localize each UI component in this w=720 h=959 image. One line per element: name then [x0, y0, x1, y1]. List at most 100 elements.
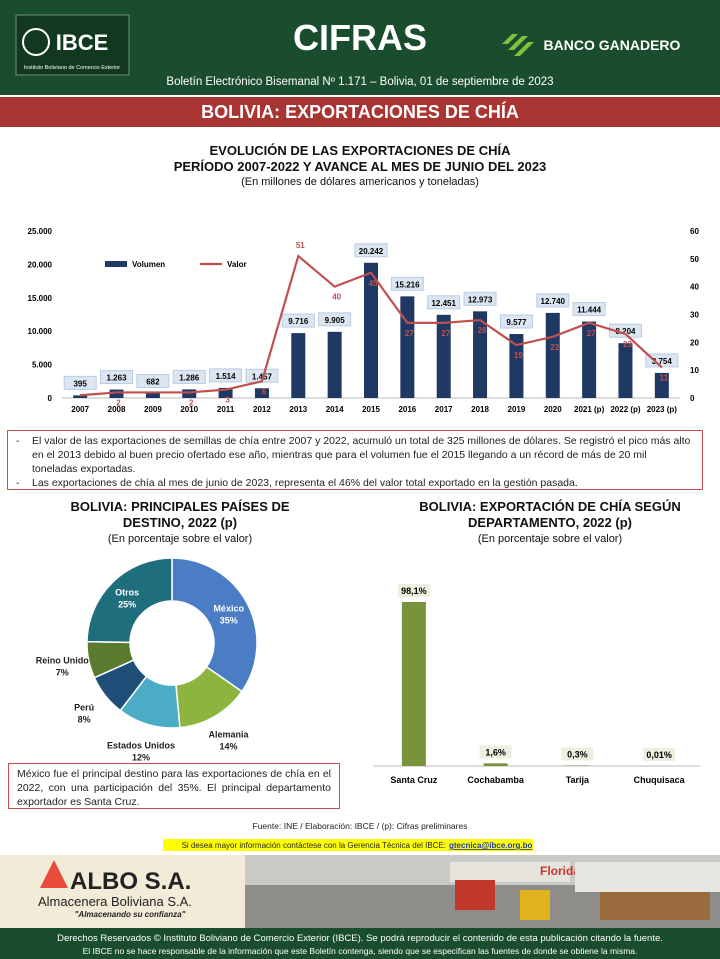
ad-truck	[575, 862, 720, 892]
summary-box: México fue el principal destino para las…	[8, 763, 340, 809]
line-label: 27	[405, 329, 414, 338]
x-tick-label: Chuquisaca	[634, 775, 686, 785]
bar-label: 1.263	[107, 374, 128, 383]
bar	[400, 296, 415, 398]
bar-label: 9.577	[506, 318, 527, 327]
x-tick-label: 2009	[144, 405, 162, 414]
bar	[364, 262, 378, 398]
slice-value: 12%	[132, 753, 150, 763]
bar-label: 0,01%	[646, 750, 672, 760]
line-label: 6	[262, 387, 267, 396]
slice-label: México	[213, 603, 244, 613]
line-label: 45	[369, 279, 378, 288]
contact-email[interactable]: gtecnica@ibce.org.bo	[449, 841, 532, 850]
x-tick-label: 2008	[108, 405, 126, 414]
footer-line: Derechos Reservados © Instituto Bolivian…	[57, 933, 663, 944]
slice	[171, 557, 258, 693]
destination-chart: México 35% Alemania 14% Estados Unidos 12% Per…	[36, 557, 258, 763]
contact-text: Si desea mayor información contáctese co…	[182, 841, 446, 850]
bar-label: 98,1%	[401, 586, 427, 596]
slice-label: Otros	[115, 587, 139, 597]
chart-title-line: PERÍODO 2007-2022 Y AVANCE AL MES DE JUN…	[173, 159, 547, 174]
bar-label-bg	[561, 747, 594, 761]
logo-globe	[22, 28, 50, 56]
bar-label: 3.754	[652, 357, 673, 366]
chart-title-line: EVOLUCIÓN DE LAS EXPORTACIONES DE CHÍA	[209, 143, 511, 158]
bar	[145, 393, 160, 398]
legend-swatch	[105, 261, 127, 267]
bar	[654, 372, 669, 398]
y2-tick-label: 30	[690, 311, 699, 320]
contact-bg	[163, 839, 533, 851]
note: - Las exportaciones de chía al mes de jun…	[16, 477, 578, 489]
ad-brand: ALBO S.A.	[70, 868, 191, 895]
line-label: 11	[660, 373, 669, 382]
line-label: 40	[332, 293, 341, 302]
slice-value: 8%	[78, 714, 91, 724]
bar	[73, 395, 88, 398]
line-label: 2	[116, 398, 121, 407]
logo-text: IBCE	[56, 30, 109, 55]
slice-value: 35%	[220, 615, 238, 625]
x-tick-label: 2020	[544, 405, 562, 414]
bar-label: 15.216	[395, 280, 420, 289]
header-title: CIFRAS	[293, 17, 427, 58]
logo-caption: Instituto Boliviano de Comercio Exterior	[24, 65, 120, 71]
chart-subtitle: (En porcentaje sobre el valor)	[477, 533, 623, 545]
x-tick-label: 2007	[71, 405, 89, 414]
y-tick-label: 10.000	[28, 327, 53, 336]
note-text: El valor de las exportaciones de semilla…	[32, 435, 691, 475]
bar-label: 1,6%	[485, 747, 506, 757]
line-label: 28	[478, 326, 487, 335]
ad-building	[450, 862, 570, 882]
slice	[86, 557, 173, 644]
bar-label: 9.716	[288, 317, 309, 326]
slice-value: 7%	[56, 667, 69, 677]
chart-title: EVOLUCIÓN DE LAS EXPORTACIONES DE CHÍA P…	[100, 143, 620, 175]
y2-tick-label: 40	[690, 283, 699, 292]
bar-label-bg	[427, 295, 461, 310]
y2-tick-label: 20	[690, 338, 699, 347]
bar-label-bg	[63, 375, 97, 390]
ad-slogan: "Almacenando su confianza"	[75, 910, 186, 919]
y2-tick-label: 0	[690, 394, 695, 403]
x-tick-label: 2016	[398, 405, 416, 414]
bar	[483, 763, 508, 766]
bar-label-bg	[397, 584, 430, 597]
x-tick-label: 2022 (p)	[610, 405, 641, 414]
bar	[509, 334, 524, 398]
bar-label: 1.514	[216, 372, 237, 381]
bar	[254, 388, 269, 398]
sponsor-icon	[502, 34, 534, 56]
bar-label-bg	[209, 368, 243, 383]
y2-tick-label: 60	[690, 227, 699, 236]
line-label: 22	[550, 343, 559, 352]
bar-label: 0,3%	[567, 749, 588, 759]
bar-label-bg	[390, 276, 424, 291]
y2-tick-label: 50	[690, 255, 699, 264]
note: - El valor de las exportaciones de semill…	[16, 434, 694, 476]
x-tick-label: Santa Cruz	[390, 775, 438, 785]
bar-label-bg	[100, 370, 134, 385]
bar-label-bg	[318, 312, 352, 327]
x-tick-label: 2013	[289, 405, 307, 414]
bar-label: 20.242	[359, 247, 384, 256]
chart-subtitle: (En millones de dólares americanos y ton…	[241, 176, 479, 188]
slice-label: Estados Unidos	[107, 741, 175, 751]
bar-label: 12.451	[431, 299, 456, 308]
x-tick-label: 2017	[435, 405, 453, 414]
line	[80, 254, 663, 397]
line-label: 23	[623, 340, 632, 349]
x-tick-label: 2015	[362, 405, 380, 414]
y-tick-label: 20.000	[28, 260, 53, 269]
bar	[582, 321, 597, 398]
bar-label-bg	[643, 747, 676, 761]
slice-value: 14%	[219, 742, 237, 752]
chart-subtitle: (En porcentaje sobre el valor)	[107, 533, 253, 545]
x-tick-label: 2011	[217, 405, 235, 414]
bar	[565, 765, 590, 766]
slice-value: 25%	[118, 599, 136, 609]
bar-label-bg	[136, 373, 170, 388]
bar-label-bg	[463, 291, 497, 306]
